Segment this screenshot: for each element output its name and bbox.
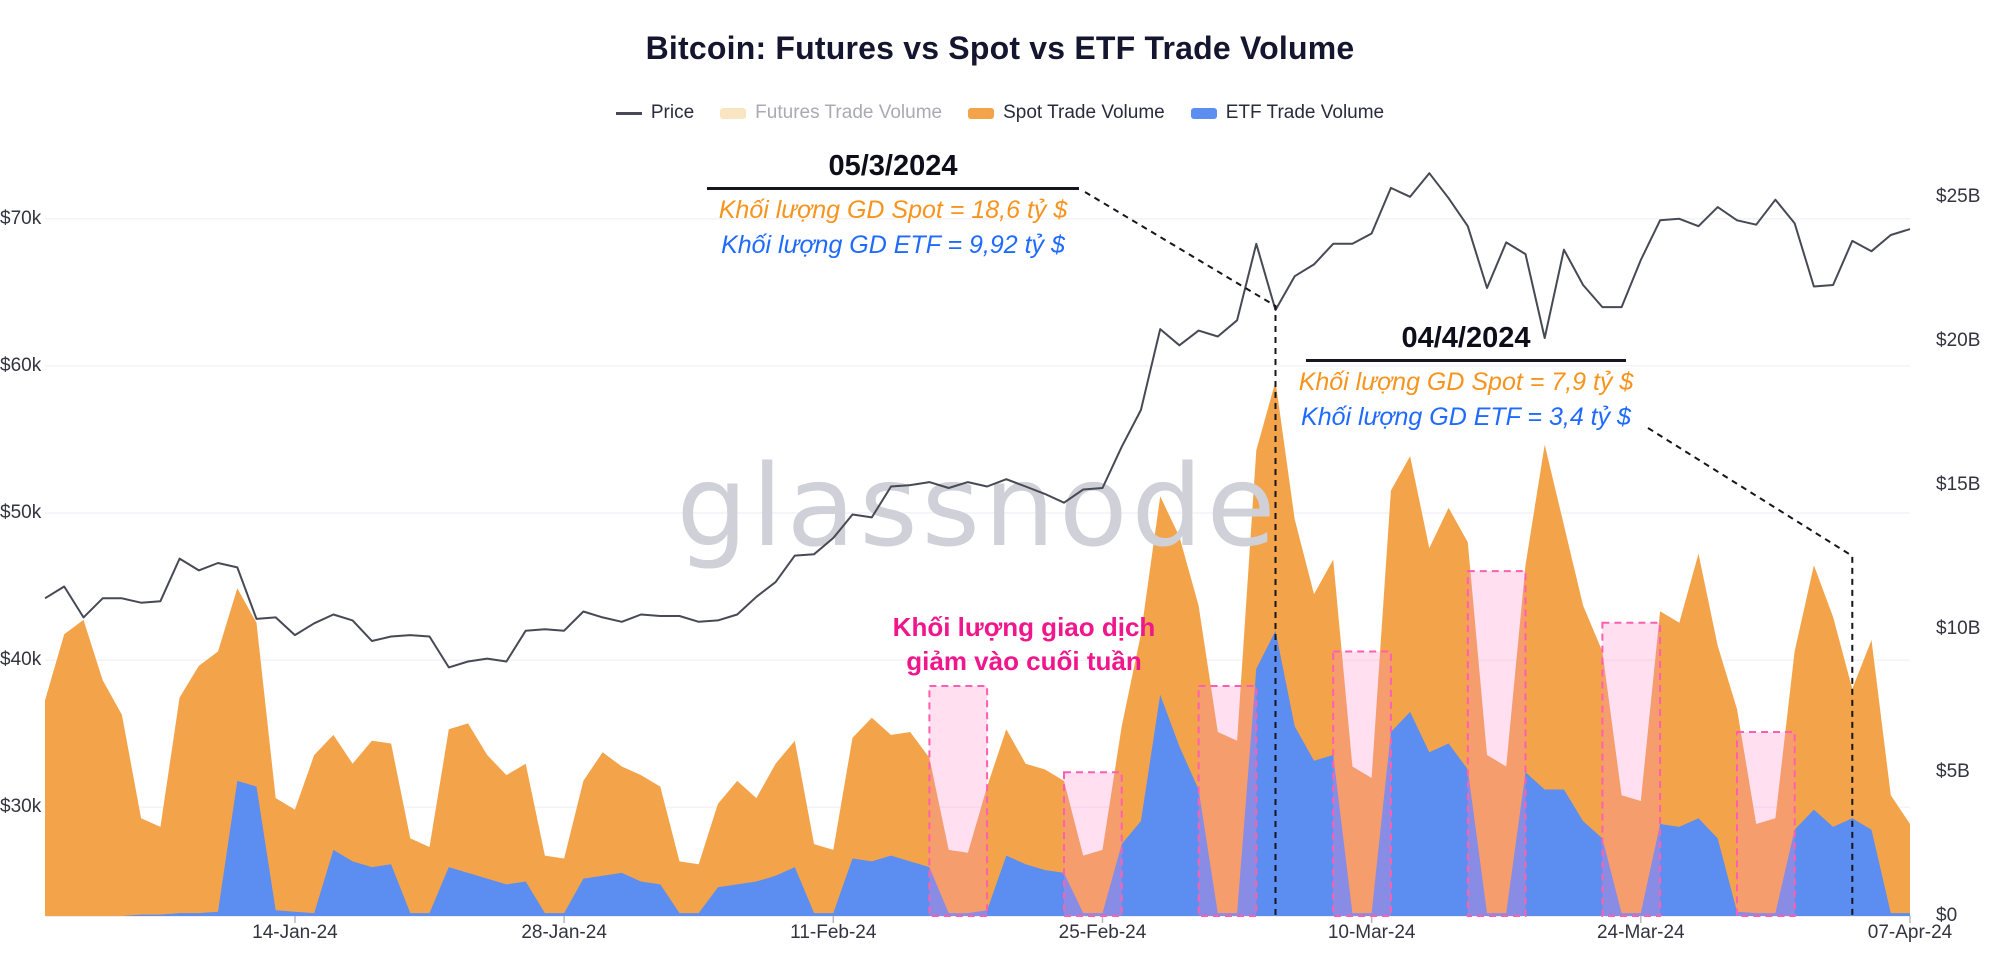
weekend-highlight-box bbox=[1466, 570, 1527, 917]
price-line bbox=[44, 172, 1911, 669]
x-axis-label: 11-Feb-24 bbox=[790, 922, 877, 943]
y-axis-label-right: $15B bbox=[1936, 473, 1981, 495]
price-label: Price bbox=[650, 102, 695, 123]
x-axis-label: 07-Apr-24 bbox=[1867, 922, 1953, 943]
chart-title: Bitcoin: Futures vs Spot vs ETF Trade Vo… bbox=[645, 30, 1355, 66]
x-axis-label: 10-Mar-24 bbox=[1327, 922, 1416, 943]
weekend-highlight-box bbox=[1197, 685, 1258, 917]
annotation-event2-etf-volume: Khối lượng GD ETF = 3,4 tỷ $ bbox=[1301, 403, 1631, 431]
weekend-highlight-box bbox=[1332, 650, 1392, 917]
annotation-event2: 04/4/2024 Khối lượng GD Spot = 7,9 tỷ $ … bbox=[1256, 322, 1676, 432]
annotation-connector-event2 bbox=[1647, 427, 1854, 916]
futures-trade-volume-label: Futures Trade Volume bbox=[755, 102, 943, 123]
x-axis-label: 25-Feb-24 bbox=[1058, 922, 1147, 943]
annotation-event2-spot-volume: Khối lượng GD Spot = 7,9 tỷ $ bbox=[1298, 368, 1634, 396]
spot-trade-volume-label: Spot Trade Volume bbox=[1003, 102, 1165, 123]
legend-item-etf-trade-volume[interactable]: ETF Trade Volume bbox=[1190, 102, 1385, 124]
annotation-event1: 05/3/2024 Khối lượng GD Spot = 18,6 tỷ $… bbox=[683, 150, 1103, 260]
x-axis-label: 14-Jan-24 bbox=[252, 922, 338, 943]
x-axis-label: 24-Mar-24 bbox=[1596, 922, 1685, 943]
y-axis-label-right: $20B bbox=[1936, 330, 1981, 352]
y-axis-label-left: $40k bbox=[0, 649, 42, 671]
etf-trade-volume-label: ETF Trade Volume bbox=[1225, 102, 1385, 123]
etf-trade-volume-swatch bbox=[1190, 107, 1217, 119]
annotation-event1-spot-volume: Khối lượng GD Spot = 18,6 tỷ $ bbox=[718, 196, 1068, 224]
y-axis-label-left: $60k bbox=[0, 354, 42, 376]
weekend-highlight-box bbox=[928, 685, 989, 917]
y-axis-label-right: $10B bbox=[1936, 617, 1981, 639]
price-swatch bbox=[615, 111, 642, 115]
weekend-highlight-box bbox=[1601, 621, 1662, 917]
y-axis-label-right: $25B bbox=[1936, 186, 1981, 208]
weekend-highlight-box bbox=[1736, 731, 1796, 917]
annotation-event1-date: 05/3/2024 bbox=[707, 150, 1079, 190]
annotation-event2-date: 04/4/2024 bbox=[1306, 322, 1626, 362]
weekend-note-line2: giảm vào cuối tuần bbox=[906, 646, 1142, 676]
y-axis-label-left: $50k bbox=[0, 501, 42, 523]
weekend-highlight-box bbox=[1063, 771, 1123, 917]
spot-trade-volume-swatch bbox=[968, 107, 995, 119]
y-axis-label-right: $0 bbox=[1936, 905, 1958, 926]
weekend-note-line1: Khối lượng giao dịch bbox=[892, 612, 1156, 642]
legend-item-spot-trade-volume[interactable]: Spot Trade Volume bbox=[968, 102, 1165, 124]
legend-item-price[interactable]: Price bbox=[615, 102, 695, 124]
y-axis-label-right: $5B bbox=[1936, 761, 1970, 783]
weekend-note: Khối lượng giao dịch giảm vào cuối tuần bbox=[856, 610, 1192, 678]
etf-volume-area bbox=[45, 630, 1910, 916]
legend: Price Futures Trade Volume Spot Trade Volu… bbox=[0, 102, 2000, 124]
y-axis-label-left: $70k bbox=[0, 207, 42, 229]
legend-item-futures-trade-volume[interactable]: Futures Trade Volume bbox=[720, 102, 942, 124]
glassnode-watermark: glassnode bbox=[676, 442, 1279, 572]
x-axis-label: 28-Jan-24 bbox=[521, 922, 607, 943]
annotation-connector-event1 bbox=[1084, 191, 1277, 916]
futures-trade-volume-swatch bbox=[720, 107, 747, 119]
y-axis-label-left: $30k bbox=[0, 796, 42, 818]
annotation-event1-etf-volume: Khối lượng GD ETF = 9,92 tỷ $ bbox=[721, 231, 1065, 259]
